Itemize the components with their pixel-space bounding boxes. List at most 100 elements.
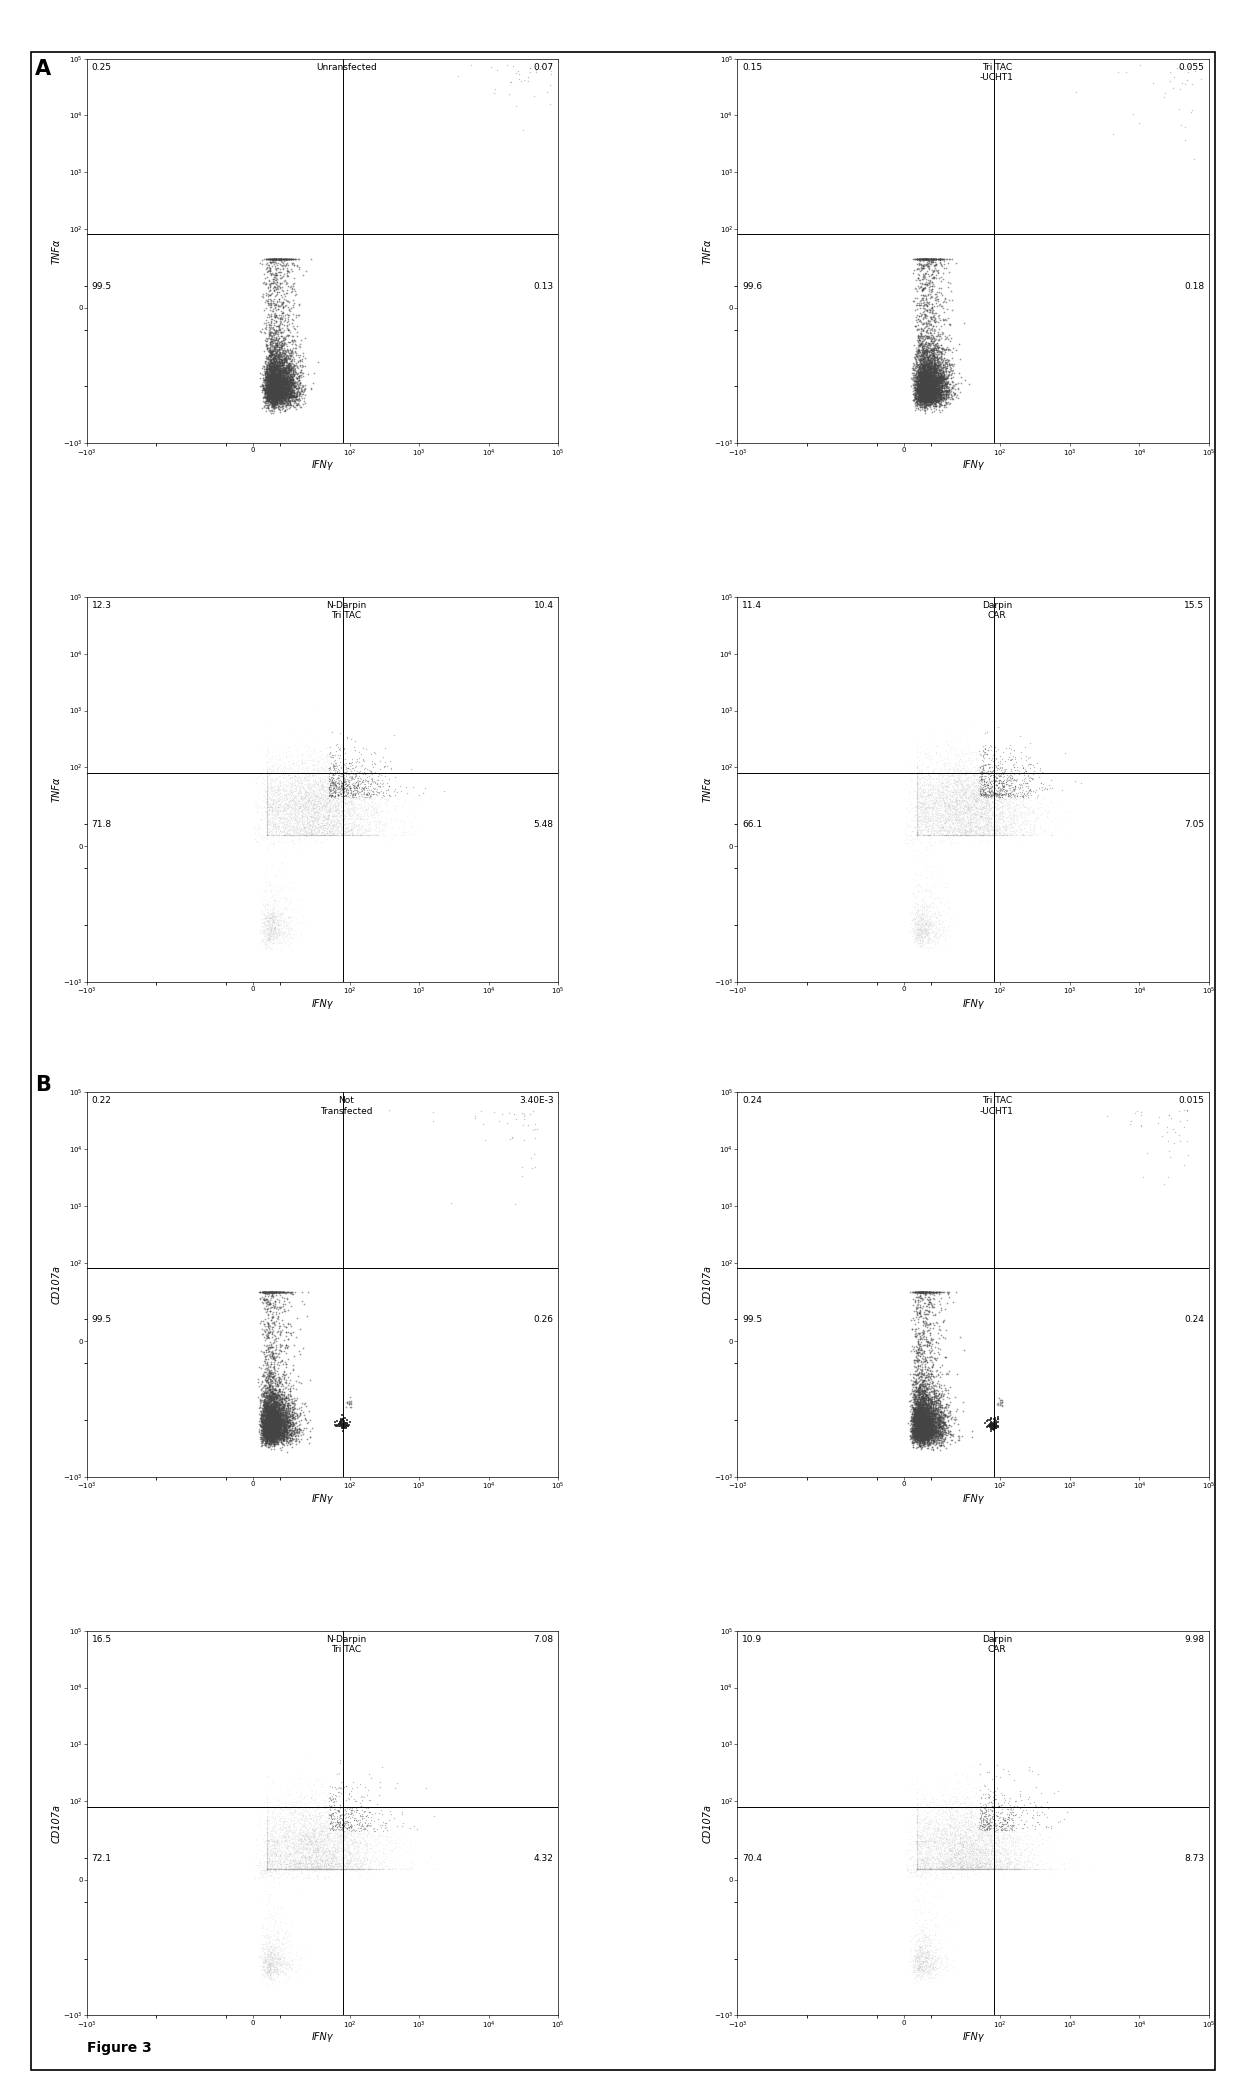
Point: [908, 721, 928, 754]
Point: [992, 1795, 1012, 1829]
Point: [262, 335, 281, 369]
Point: [257, 1370, 277, 1404]
Point: [957, 1827, 977, 1860]
Point: [972, 1850, 992, 1883]
Point: [913, 1420, 932, 1454]
Point: [264, 905, 284, 939]
Point: [267, 1923, 286, 1957]
Point: [925, 1399, 945, 1433]
Point: [928, 329, 947, 362]
Point: [275, 383, 295, 417]
Point: [299, 802, 319, 836]
Point: [905, 1944, 925, 1978]
Point: [260, 1953, 280, 1986]
Point: [260, 1946, 280, 1980]
Point: [299, 779, 319, 813]
Point: [277, 352, 296, 385]
Point: [976, 779, 996, 813]
Point: [277, 346, 296, 379]
Point: [990, 758, 1009, 792]
Point: [908, 1839, 928, 1873]
Point: [342, 809, 362, 842]
Point: [264, 1412, 284, 1446]
Point: [308, 779, 327, 813]
Point: [274, 788, 294, 821]
Point: [923, 287, 942, 321]
Point: [268, 1955, 288, 1988]
Point: [275, 1395, 295, 1429]
Point: [392, 1816, 412, 1850]
Point: [950, 1852, 970, 1886]
Point: [921, 360, 941, 394]
Point: [327, 754, 347, 788]
Point: [973, 779, 993, 813]
Point: [1044, 1827, 1064, 1860]
Point: [915, 383, 935, 417]
Point: [965, 792, 985, 825]
Point: [270, 779, 290, 813]
Point: [972, 1846, 992, 1879]
Point: [379, 1094, 399, 1127]
Point: [909, 1414, 929, 1448]
Point: [910, 1929, 930, 1963]
Point: [998, 790, 1018, 823]
Point: [910, 1395, 930, 1429]
Point: [908, 1852, 928, 1886]
Point: [914, 1418, 934, 1452]
Point: [259, 903, 279, 936]
Point: [911, 911, 931, 945]
Point: [963, 1837, 983, 1871]
Point: [311, 1810, 331, 1844]
Point: [254, 1416, 274, 1450]
Point: [303, 744, 322, 777]
Point: [259, 1852, 279, 1886]
Point: [972, 819, 992, 853]
Point: [936, 813, 956, 846]
Point: [993, 1802, 1013, 1835]
Point: [363, 775, 383, 809]
Point: [275, 1821, 295, 1854]
Point: [897, 1850, 916, 1883]
Point: [291, 813, 311, 846]
Point: [973, 752, 993, 786]
Point: [335, 742, 355, 775]
Point: [265, 1416, 285, 1450]
Point: [955, 788, 975, 821]
Point: [924, 1852, 944, 1886]
Point: [327, 815, 347, 848]
Point: [949, 381, 968, 415]
Point: [265, 1850, 285, 1883]
Point: [970, 1852, 990, 1886]
Point: [258, 1942, 278, 1976]
Point: [274, 1393, 294, 1427]
Point: [257, 1900, 277, 1934]
Point: [955, 1848, 975, 1881]
Point: [924, 348, 944, 381]
Point: [931, 1816, 951, 1850]
Point: [947, 796, 967, 830]
Point: [944, 1846, 963, 1879]
Point: [956, 815, 976, 848]
Point: [908, 897, 928, 930]
Point: [921, 1414, 941, 1448]
Point: [326, 1831, 346, 1865]
Point: [269, 892, 289, 926]
Point: [265, 356, 285, 390]
Point: [936, 819, 956, 853]
Point: [355, 813, 374, 846]
Point: [295, 813, 315, 846]
Point: [275, 1959, 295, 1992]
Point: [919, 765, 939, 798]
Point: [254, 1320, 274, 1353]
Point: [257, 1852, 277, 1886]
Point: [278, 1829, 298, 1862]
Point: [1024, 1842, 1044, 1875]
Point: [913, 321, 932, 354]
Point: [918, 1387, 937, 1420]
Point: [909, 1339, 929, 1372]
Point: [286, 733, 306, 767]
Point: [264, 1404, 284, 1437]
Point: [949, 815, 968, 848]
Point: [310, 1852, 330, 1886]
Point: [265, 775, 285, 809]
